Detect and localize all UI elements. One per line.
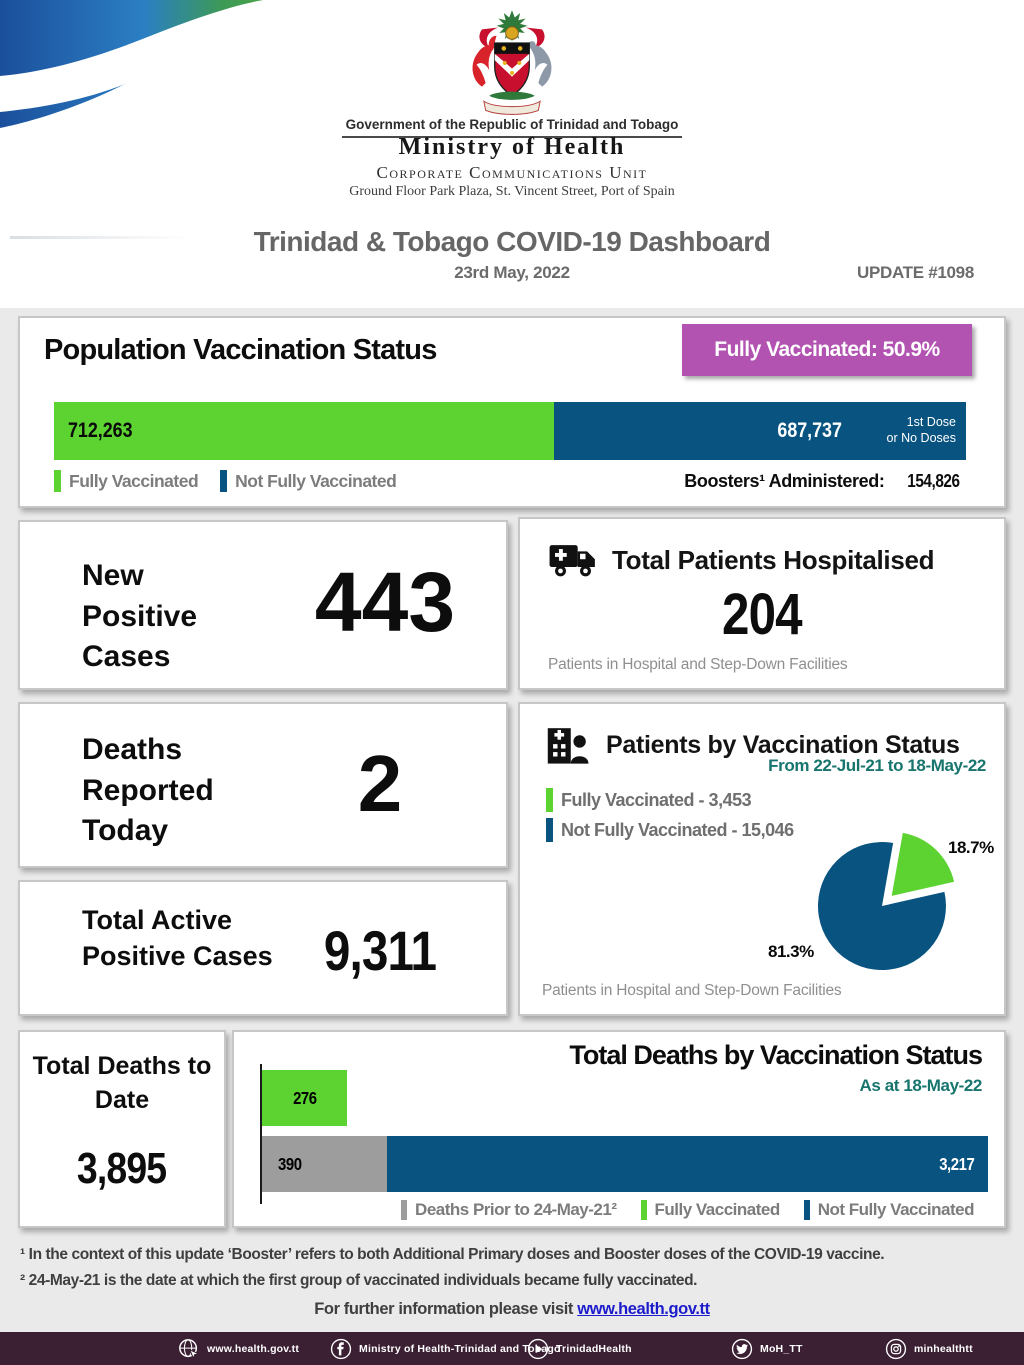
green-legend-marker — [54, 470, 61, 492]
total-deaths-label: Total Deaths to Date — [32, 1052, 212, 1114]
fully-vaccinated-badge: Fully Vaccinated: 50.9% — [682, 324, 972, 376]
patients-period: From 22-Jul-21 to 18-May-22 — [768, 756, 986, 775]
hospital-patients-icon — [547, 728, 589, 764]
globe-icon — [179, 1338, 200, 1360]
footnote-date: ² 24-May-21 is the date at which the fir… — [20, 1272, 698, 1289]
deaths-chart-title: Total Deaths by Vaccination Status — [569, 1040, 983, 1070]
hospitalised-caption: Patients in Hospital and Step-Down Facil… — [548, 656, 848, 673]
first-dose-note: 1st Dose or No Doses — [886, 415, 956, 445]
boosters-administered: Boosters¹ Administered: 154,826 — [684, 471, 966, 492]
footer-twitter[interactable]: MoH_TT — [731, 1332, 803, 1365]
divider-line — [10, 236, 190, 239]
instagram-icon — [885, 1338, 907, 1359]
active-cases-value: 9,311 — [323, 919, 437, 982]
page-title: Trinidad & Tobago COVID-19 Dashboard — [253, 226, 771, 257]
swoosh-decoration — [0, 0, 263, 128]
twitter-icon — [731, 1338, 753, 1359]
footer-instagram[interactable]: minhealthtt — [885, 1332, 973, 1365]
trinidad-coat-of-arms — [472, 10, 552, 115]
patients-legend-fully: Fully Vaccinated - 3,453 — [546, 788, 752, 812]
government-line: Government of the Republic of Trinidad a… — [0, 116, 1024, 138]
health-gov-link[interactable]: www.health.gov.tt — [577, 1300, 710, 1318]
population-vaccination-panel: Population Vaccination Status Fully Vacc… — [18, 316, 1006, 508]
deaths-chart-legend: Deaths Prior to 24-May-21² Fully Vaccina… — [401, 1200, 975, 1220]
deaths-bar-fully-vaccinated: 276 — [262, 1070, 347, 1126]
patients-pie-chart — [817, 832, 955, 971]
pie-label-not-fully: 81.3% — [768, 942, 814, 961]
deaths-bar-row2: 390 3,217 — [262, 1136, 988, 1192]
total-deaths-panel: Total Deaths to Date 3,895 — [18, 1030, 226, 1228]
ambulance-icon — [549, 545, 595, 577]
youtube-icon — [527, 1338, 549, 1359]
patients-by-vaccination-panel: Patients by Vaccination Status From 22-J… — [518, 702, 1006, 1016]
deaths-today-label: Deaths Reported Today — [82, 733, 214, 847]
legend-fully-vaccinated: Fully Vaccinated — [69, 470, 199, 491]
deaths-today-value: 2 — [357, 739, 403, 828]
report-date: 23rd May, 2022 — [454, 263, 570, 282]
active-cases-panel: Total Active Positive Cases 9,311 — [18, 880, 508, 1016]
population-legend: Fully Vaccinated Not Fully Vaccinated Bo… — [54, 470, 966, 492]
patients-legend-not-fully: Not Fully Vaccinated - 15,046 — [546, 818, 794, 842]
green-legend-marker — [546, 788, 553, 812]
deaths-reported-today-panel: Deaths Reported Today 2 — [18, 702, 508, 868]
gray-legend-marker — [401, 1200, 408, 1220]
more-info-text: For further information please visit — [314, 1300, 578, 1318]
new-positive-cases-value: 443 — [314, 555, 456, 649]
population-panel-title: Population Vaccination Status — [44, 334, 437, 366]
new-positive-cases-label: New Positive Cases — [82, 559, 198, 673]
patients-caption: Patients in Hospital and Step-Down Facil… — [542, 982, 842, 999]
deaths-by-vaccination-panel: Total Deaths by Vaccination Status As at… — [232, 1030, 1006, 1228]
not-fully-vaccinated-value: 687,737 — [777, 419, 842, 442]
ministry-address: Ground Floor Park Plaza, St. Vincent Str… — [349, 184, 675, 199]
footer-facebook[interactable]: Ministry of Health-Trinidad and Tobago — [330, 1332, 561, 1365]
blue-legend-marker — [803, 1200, 810, 1220]
legend-not-fully-vaccinated: Not Fully Vaccinated — [235, 470, 397, 491]
active-cases-label: Total Active Positive Cases — [82, 905, 273, 972]
footer-bar: www.health.gov.tt Ministry of Health-Tri… — [0, 1332, 1024, 1365]
update-number: UPDATE #1098 — [856, 263, 974, 282]
boosters-label: Boosters¹ Administered: — [684, 470, 885, 491]
more-info-line: For further information please visit www… — [0, 1300, 1024, 1319]
footer-website[interactable]: www.health.gov.tt — [178, 1332, 299, 1365]
hospitalised-panel: Total Patients Hospitalised 204 Patients… — [518, 517, 1006, 690]
pie-label-fully: 18.7% — [948, 838, 994, 857]
green-legend-marker — [640, 1200, 647, 1220]
fully-vaccinated-bar-segment: 712,263 — [54, 402, 554, 460]
hospitalised-title: Total Patients Hospitalised — [612, 544, 935, 575]
deaths-chart-asat: As at 18-May-22 — [859, 1076, 982, 1095]
boosters-value: 154,826 — [907, 470, 961, 491]
fully-vaccinated-value: 712,263 — [68, 419, 133, 442]
patients-panel-title: Patients by Vaccination Status — [606, 730, 960, 759]
communications-unit: Corporate Communications Unit — [376, 163, 648, 182]
not-fully-vaccinated-bar-segment: 687,737 1st Dose or No Doses — [553, 402, 966, 460]
total-deaths-value: 3,895 — [77, 1144, 167, 1193]
hospitalised-value: 204 — [722, 582, 803, 647]
footer-youtube[interactable]: TrinidadHealth — [527, 1332, 632, 1365]
blue-legend-marker — [546, 818, 553, 842]
chart-axis-line — [260, 1064, 262, 1204]
footnote-booster: ¹ In the context of this update ‘Booster… — [20, 1246, 885, 1263]
ministry-title: Ministry of Health — [398, 134, 626, 160]
population-stacked-bar: 712,263 687,737 1st Dose or No Doses — [54, 402, 966, 460]
deaths-bar-prior: 390 — [262, 1136, 387, 1192]
blue-legend-marker — [220, 470, 228, 492]
deaths-bar-not-fully: 3,217 — [387, 1136, 988, 1192]
facebook-icon — [330, 1338, 352, 1359]
new-positive-cases-panel: New Positive Cases 443 — [18, 520, 508, 690]
